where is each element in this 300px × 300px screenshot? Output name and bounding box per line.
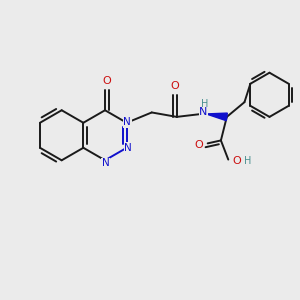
Text: N: N bbox=[123, 117, 131, 127]
Text: N: N bbox=[124, 143, 132, 153]
Text: O: O bbox=[103, 76, 112, 86]
Text: N: N bbox=[102, 158, 110, 168]
Polygon shape bbox=[206, 113, 227, 121]
Text: O: O bbox=[232, 156, 241, 166]
Text: H: H bbox=[244, 156, 251, 166]
Text: H: H bbox=[201, 99, 208, 109]
Text: N: N bbox=[199, 107, 207, 118]
Text: O: O bbox=[170, 81, 179, 91]
Text: O: O bbox=[194, 140, 203, 150]
